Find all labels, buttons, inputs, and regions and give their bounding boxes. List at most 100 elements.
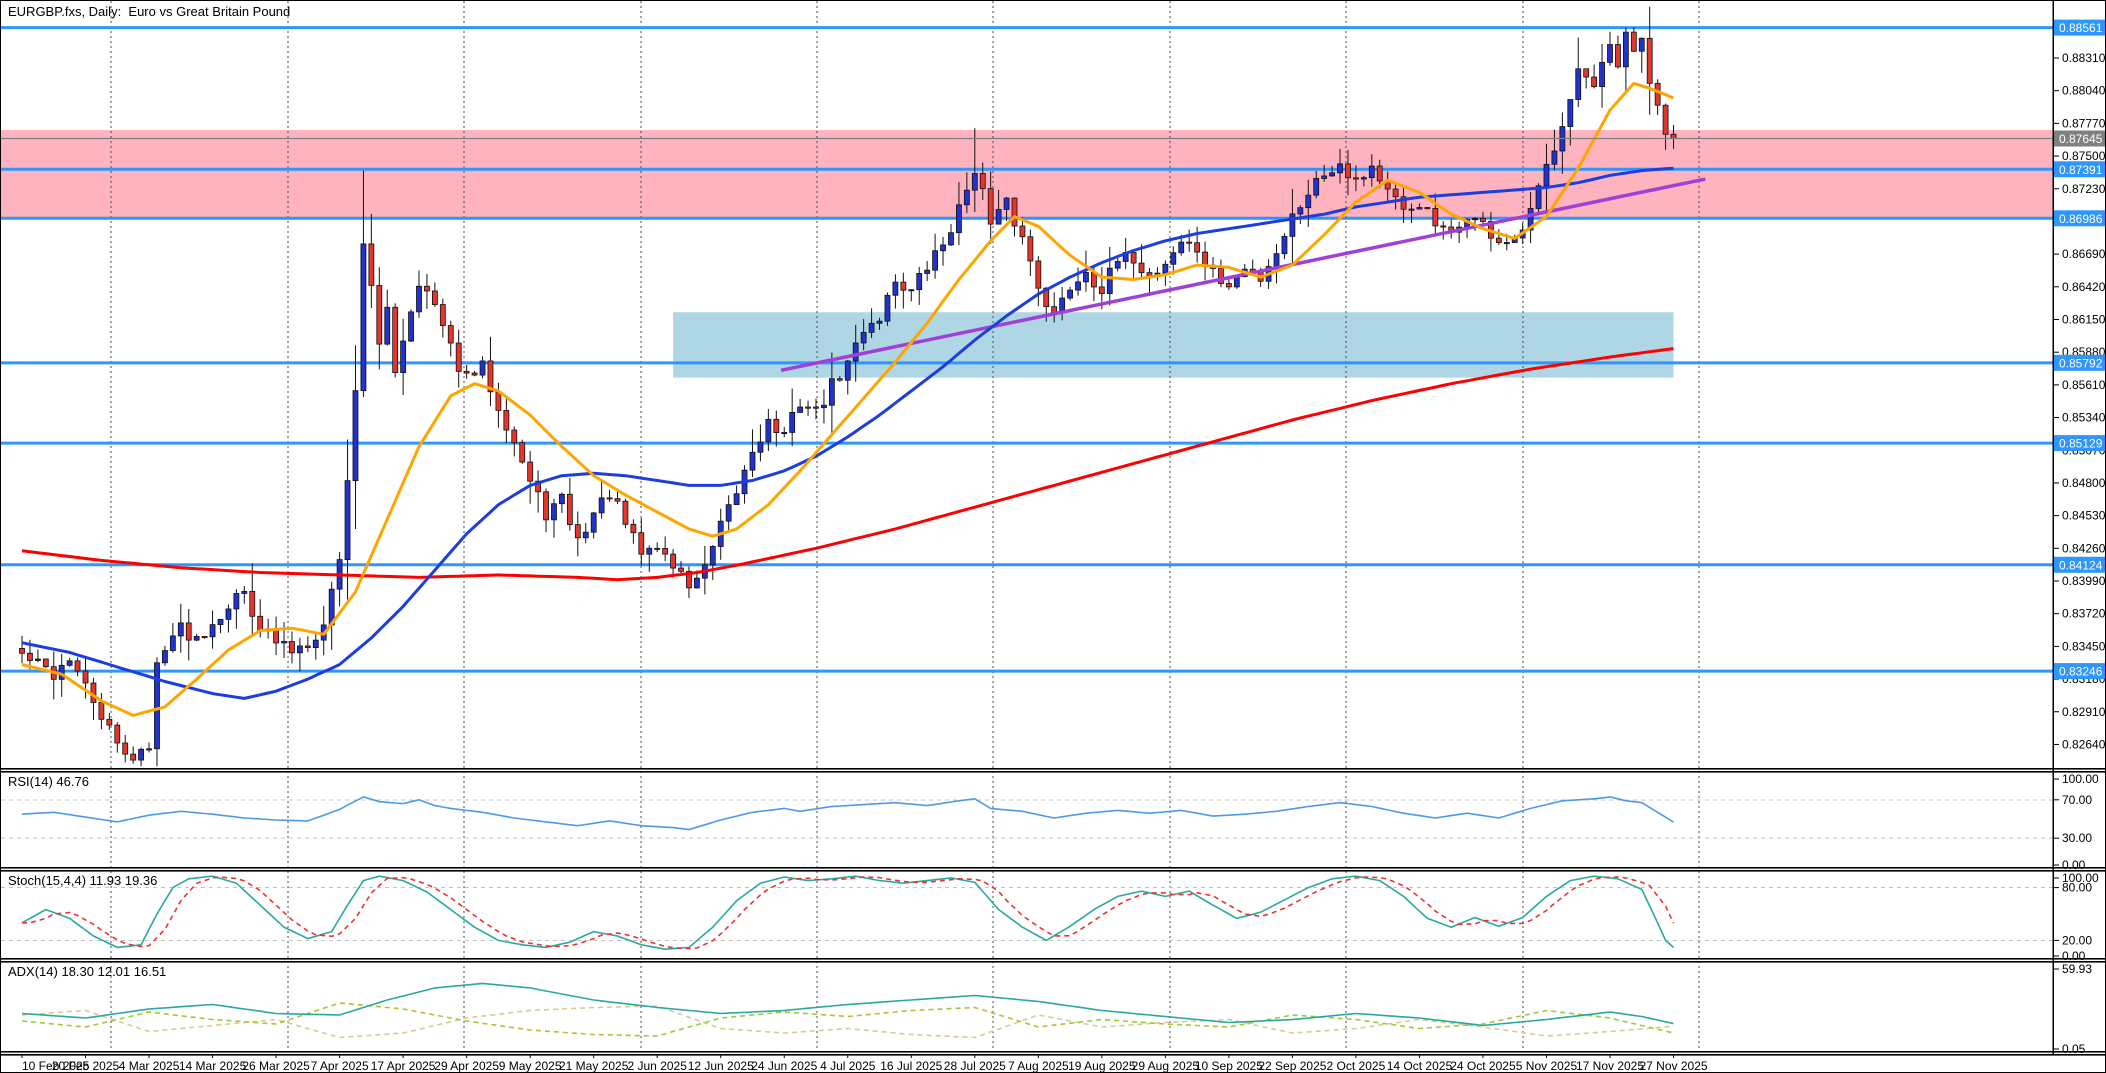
date-label[interactable]: 24 Oct 2025	[1450, 1059, 1516, 1073]
bull-candle	[233, 593, 240, 610]
bear-candle	[1630, 31, 1637, 52]
indicator-axis-label[interactable]: 0.00	[2062, 949, 2086, 963]
date-label[interactable]: 7 Aug 2025	[1008, 1059, 1069, 1073]
price-tick-label[interactable]: 0.86420	[2062, 280, 2106, 294]
bull-candle	[765, 418, 772, 443]
window-separator[interactable]	[1, 961, 2106, 963]
bull-candle	[971, 173, 978, 191]
window-separator[interactable]	[1, 771, 2106, 773]
indicator-axis-label[interactable]: 100.00	[2062, 871, 2099, 885]
bear-candle	[257, 615, 264, 632]
price-tick-label[interactable]: 0.87770	[2062, 116, 2106, 130]
bull-candle	[1408, 208, 1415, 211]
price-tick-label[interactable]: 0.85610	[2062, 378, 2106, 392]
bear-candle	[1400, 196, 1407, 210]
indicator-axis-label[interactable]: 0.05	[2062, 1042, 2086, 1056]
indicator-axis-label[interactable]: 20.00	[2062, 933, 2092, 947]
indicator-axis-label[interactable]: 80.00	[2062, 881, 2092, 895]
price-tick-label[interactable]: 0.82640	[2062, 737, 2106, 751]
bear-candle	[455, 342, 462, 372]
price-tick-label[interactable]: 0.84530	[2062, 509, 2106, 523]
date-label[interactable]: 5 Nov 2025	[1516, 1059, 1578, 1073]
price-badge[interactable]	[2054, 161, 2106, 178]
bear-candle	[1225, 283, 1232, 288]
price-tick-label[interactable]: 0.88310	[2062, 51, 2106, 65]
bull-candle	[66, 660, 73, 666]
bear-candle	[201, 636, 208, 639]
window-separator[interactable]	[1, 768, 2106, 770]
price-tick-label[interactable]: 0.82910	[2062, 705, 2106, 719]
bear-candle	[1376, 165, 1383, 182]
price-badge[interactable]	[2054, 556, 2106, 573]
date-label[interactable]: 26 Mar 2025	[242, 1059, 310, 1073]
indicator-axis-label[interactable]: 0.00	[2062, 858, 2086, 872]
consolidation-zone[interactable]	[673, 312, 1674, 378]
date-label[interactable]: 10 Sep 2025	[1195, 1059, 1263, 1073]
price-tick-label[interactable]: 0.85340	[2062, 411, 2106, 425]
resistance-zone[interactable]	[1, 130, 2053, 219]
window-separator[interactable]	[1, 1054, 2106, 1056]
date-label[interactable]: 17 Nov 2025	[1576, 1059, 1644, 1073]
bear-candle	[662, 548, 669, 555]
indicator-axis-label[interactable]: 30.00	[2062, 831, 2092, 845]
date-label[interactable]: 2 Jun 2025	[628, 1059, 688, 1073]
price-tick-label[interactable]: 0.83720	[2062, 607, 2106, 621]
date-label[interactable]: 22 Sep 2025	[1258, 1059, 1326, 1073]
date-label[interactable]: 14 Oct 2025	[1387, 1059, 1453, 1073]
bull-candle	[1599, 61, 1605, 87]
bear-candle	[122, 742, 129, 755]
date-label[interactable]: 29 Aug 2025	[1132, 1059, 1200, 1073]
price-tick-label[interactable]: 0.87230	[2062, 182, 2106, 196]
date-label[interactable]: 24 Jun 2025	[751, 1059, 817, 1073]
price-tick-label[interactable]: 0.88040	[2062, 84, 2106, 98]
date-label[interactable]: 19 Aug 2025	[1068, 1059, 1136, 1073]
bull-candle	[884, 294, 891, 322]
price-badge[interactable]	[2054, 435, 2106, 452]
window-separator[interactable]	[1, 867, 2106, 869]
indicator-axis-label[interactable]: 59.93	[2062, 962, 2092, 976]
price-tick-label[interactable]: 0.84260	[2062, 541, 2106, 555]
price-badge[interactable]	[2054, 354, 2106, 371]
date-label[interactable]: 9 May 2025	[499, 1059, 562, 1073]
price-badge[interactable]	[2054, 663, 2106, 680]
date-label[interactable]: 21 May 2025	[559, 1059, 629, 1073]
price-tick-label[interactable]: 0.86150	[2062, 313, 2106, 327]
price-tick-label[interactable]: 0.84800	[2062, 476, 2106, 490]
bear-candle	[1186, 241, 1193, 244]
bull-candle	[1003, 197, 1010, 210]
bear-candle	[1392, 188, 1399, 198]
price-badge[interactable]	[2054, 19, 2106, 36]
date-label[interactable]: 17 Apr 2025	[371, 1059, 436, 1073]
date-label[interactable]: 4 Mar 2025	[119, 1059, 180, 1073]
date-label[interactable]: 7 Apr 2025	[311, 1059, 369, 1073]
window-separator[interactable]	[1, 958, 2106, 960]
date-label[interactable]: 20 Feb 2025	[52, 1059, 120, 1073]
price-tick-label[interactable]: 0.86690	[2062, 247, 2106, 261]
bear-candle	[678, 567, 684, 572]
price-tick-label[interactable]: 0.83990	[2062, 574, 2106, 588]
date-label[interactable]: 28 Jul 2025	[944, 1059, 1006, 1073]
indicator-axis-label[interactable]: 70.00	[2062, 793, 2092, 807]
price-tick-label[interactable]: 0.87500	[2062, 149, 2106, 163]
date-label[interactable]: 12 Jun 2025	[688, 1059, 754, 1073]
bear-candle	[1130, 252, 1137, 264]
bull-candle	[694, 577, 700, 589]
window-separator[interactable]	[1, 870, 2106, 872]
window-separator[interactable]	[1, 1051, 2106, 1053]
date-label[interactable]: 16 Jul 2025	[880, 1059, 942, 1073]
price-badge[interactable]	[2054, 210, 2106, 227]
date-label[interactable]: 27 Nov 2025	[1639, 1059, 1707, 1073]
date-label[interactable]: 14 Mar 2025	[179, 1059, 247, 1073]
date-label[interactable]: 4 Jul 2025	[820, 1059, 876, 1073]
date-label[interactable]: 29 Apr 2025	[434, 1059, 499, 1073]
bear-candle	[1218, 268, 1224, 284]
bear-candle	[630, 523, 637, 534]
price-tick-label[interactable]: 0.83450	[2062, 639, 2106, 653]
date-label[interactable]: 2 Oct 2025	[1327, 1059, 1386, 1073]
bull-candle	[169, 635, 176, 651]
price-badge[interactable]	[2054, 130, 2106, 147]
indicator-axis-label[interactable]: 100.00	[2062, 772, 2099, 786]
bull-candle	[948, 232, 954, 246]
date-label[interactable]: 10 Feb 2025	[22, 1059, 90, 1073]
